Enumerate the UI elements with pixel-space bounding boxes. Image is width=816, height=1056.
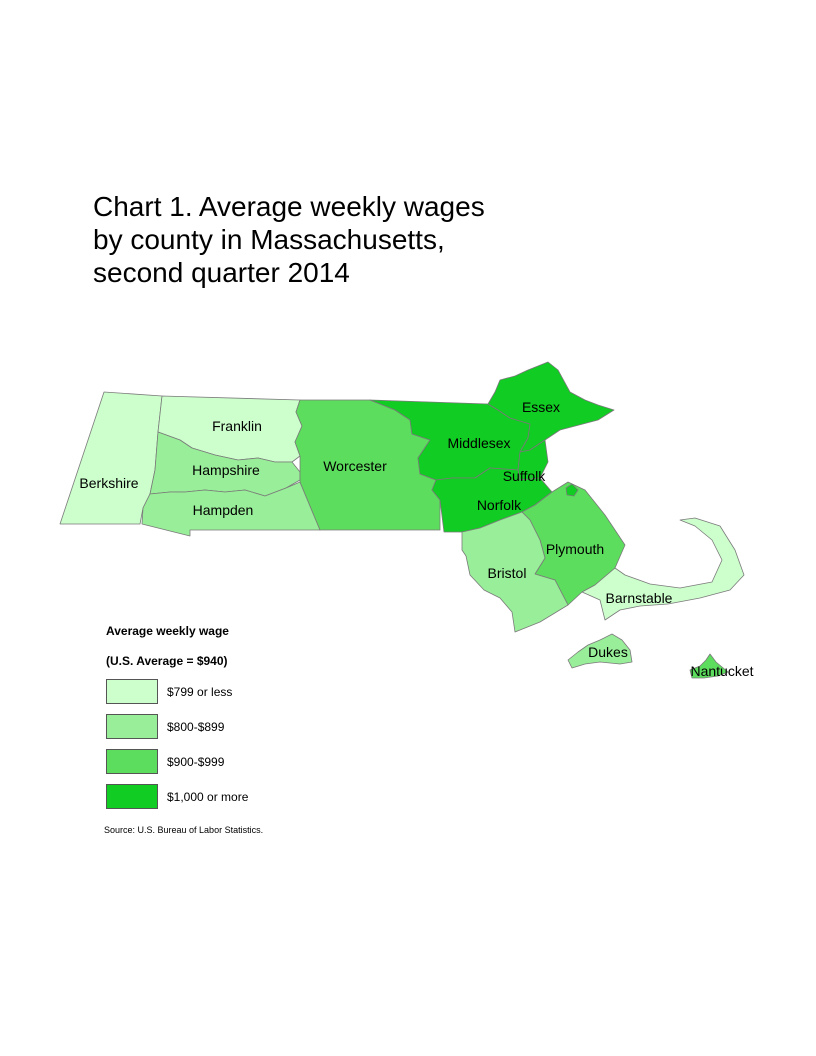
county-label-hampshire: Hampshire (192, 462, 260, 478)
legend-label: $1,000 or more (167, 789, 249, 804)
source-note: Source: U.S. Bureau of Labor Statistics. (104, 825, 264, 835)
legend-subtitle: (U.S. Average = $940) (106, 654, 228, 668)
county-label-nantucket: Nantucket (690, 663, 753, 679)
county-label-barnstable: Barnstable (606, 590, 673, 606)
county-bristol (461, 511, 569, 633)
legend-label: $800-$899 (167, 719, 225, 734)
county-label-middlesex: Middlesex (447, 435, 510, 451)
legend-item: $800-$899 (106, 709, 248, 744)
legend-swatch (106, 679, 158, 704)
county-barnstable (581, 517, 745, 621)
county-label-berkshire: Berkshire (79, 475, 138, 491)
county-label-dukes: Dukes (588, 644, 628, 660)
title-line: second quarter 2014 (93, 257, 350, 288)
title-line: by county in Massachusetts, (93, 224, 445, 255)
legend-item: $799 or less (106, 674, 248, 709)
legend-items: $799 or less $800-$899 $900-$999 $1,000 … (106, 674, 248, 814)
legend: Average weekly wage (U.S. Average = $940… (106, 624, 248, 814)
legend-swatch (106, 749, 158, 774)
county-label-franklin: Franklin (212, 418, 262, 434)
county-nantucket (689, 653, 729, 679)
legend-swatch (106, 714, 158, 739)
county-hampden (141, 481, 321, 537)
county-label-norfolk: Norfolk (477, 497, 522, 513)
legend-label: $900-$999 (167, 754, 225, 769)
legend-title: Average weekly wage (106, 624, 229, 638)
county-label-essex: Essex (522, 399, 560, 415)
county-label-hampden: Hampden (193, 502, 254, 518)
legend-item: $900-$999 (106, 744, 248, 779)
county-dukes (567, 633, 633, 669)
county-label-bristol: Bristol (488, 565, 527, 581)
county-label-suffolk: Suffolk (503, 468, 547, 484)
county-label-worcester: Worcester (323, 458, 387, 474)
legend-item: $1,000 or more (106, 779, 248, 814)
county-norfolk-enclave (565, 483, 579, 497)
legend-swatch (106, 784, 158, 809)
legend-label: $799 or less (167, 684, 233, 699)
county-label-plymouth: Plymouth (546, 541, 604, 557)
county-essex (487, 361, 615, 453)
title-line: Chart 1. Average weekly wages (93, 191, 485, 222)
chart-title: Chart 1. Average weekly wages by county … (93, 190, 485, 289)
